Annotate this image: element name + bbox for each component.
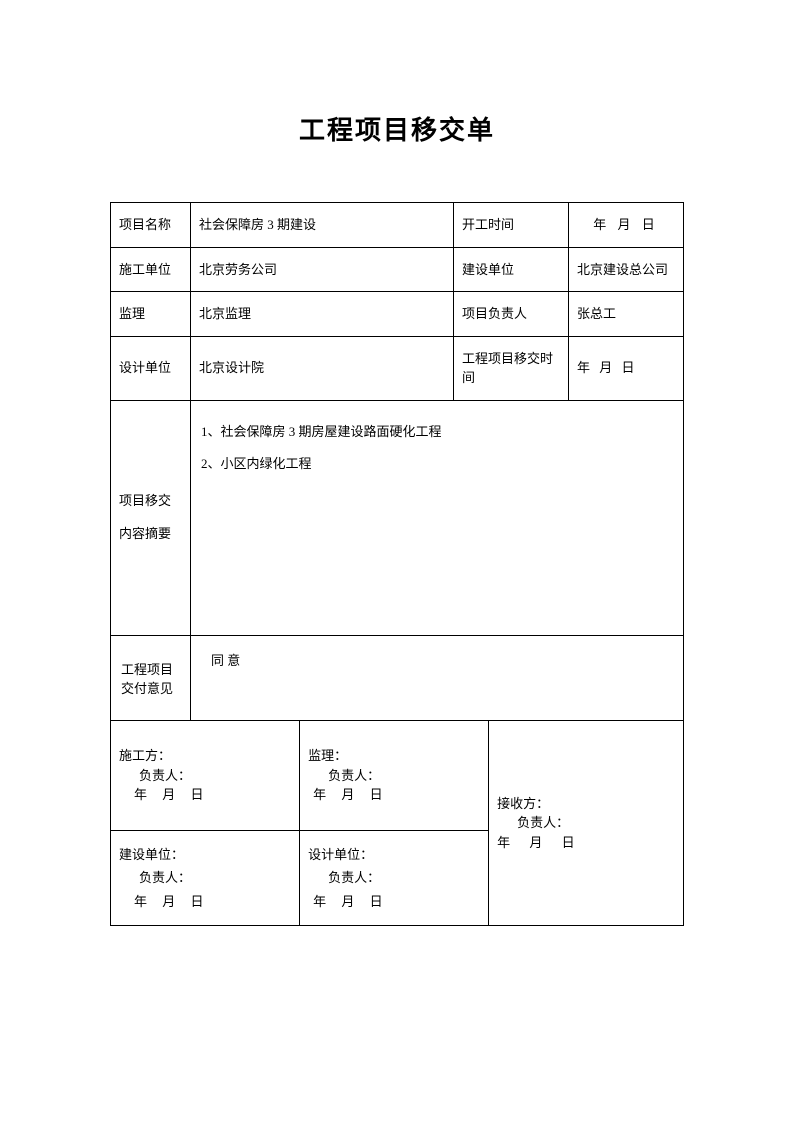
row-design-unit: 设计单位 北京设计院 工程项目移交时间 年 月 日 xyxy=(111,336,684,400)
sig-supervision-person: 负责人： xyxy=(308,766,480,786)
sig-supervision-title: 监理： xyxy=(308,746,480,766)
sig-design: 设计单位： 负责人： 年 月 日 xyxy=(300,831,489,926)
sig-design-person: 负责人： xyxy=(308,866,480,889)
sig-supervision: 监理： 负责人： 年 月 日 xyxy=(300,721,489,831)
sig-construction-person: 负责人： xyxy=(119,766,291,786)
label-content-summary: 项目移交 内容摘要 xyxy=(111,400,191,635)
value-delivery-opinion: 同 意 xyxy=(191,635,684,720)
value-project-name: 社会保障房 3 期建设 xyxy=(191,203,454,248)
label-supervision: 监理 xyxy=(111,292,191,337)
sig-construction-title: 施工方： xyxy=(119,746,291,766)
label-delivery-opinion: 工程项目 交付意见 xyxy=(111,635,191,720)
sig-construction: 施工方： 负责人： 年 月 日 xyxy=(111,721,300,831)
label-build-unit: 建设单位 xyxy=(454,247,569,292)
row-construction-unit: 施工单位 北京劳务公司 建设单位 北京建设总公司 xyxy=(111,247,684,292)
value-handover-date: 年 月 日 xyxy=(569,336,684,400)
sig-receiver-person: 负责人： xyxy=(497,813,675,833)
label-project-leader: 项目负责人 xyxy=(454,292,569,337)
document-title: 工程项目移交单 xyxy=(110,110,684,147)
label-handover-date: 工程项目移交时间 xyxy=(454,336,569,400)
label-design-unit: 设计单位 xyxy=(111,336,191,400)
value-start-date: 年 月 日 xyxy=(569,203,684,248)
sig-design-date: 年 月 日 xyxy=(308,890,480,913)
row-supervision: 监理 北京监理 项目负责人 张总工 xyxy=(111,292,684,337)
sig-builder-title: 建设单位： xyxy=(119,843,291,866)
row-project-name: 项目名称 社会保障房 3 期建设 开工时间 年 月 日 xyxy=(111,203,684,248)
sig-construction-date: 年 月 日 xyxy=(119,785,291,805)
sig-supervision-date: 年 月 日 xyxy=(308,785,480,805)
value-design-unit: 北京设计院 xyxy=(191,336,454,400)
signature-row-1: 施工方： 负责人： 年 月 日 监理： 负责人： 年 月 日 接收方： 负责人：… xyxy=(111,721,684,831)
label-project-name: 项目名称 xyxy=(111,203,191,248)
value-supervision: 北京监理 xyxy=(191,292,454,337)
sig-builder: 建设单位： 负责人： 年 月 日 xyxy=(111,831,300,926)
label-construction-unit: 施工单位 xyxy=(111,247,191,292)
value-content-summary: 1、社会保障房 3 期房屋建设路面硬化工程 2、小区内绿化工程 xyxy=(191,400,684,635)
value-construction-unit: 北京劳务公司 xyxy=(191,247,454,292)
row-content-summary: 项目移交 内容摘要 1、社会保障房 3 期房屋建设路面硬化工程 2、小区内绿化工… xyxy=(111,400,684,635)
label-start-date: 开工时间 xyxy=(454,203,569,248)
sig-builder-person: 负责人： xyxy=(119,866,291,889)
sig-receiver: 接收方： 负责人： 年 月 日 xyxy=(489,721,684,926)
content-line-1: 1、社会保障房 3 期房屋建设路面硬化工程 xyxy=(201,416,675,449)
sig-builder-date: 年 月 日 xyxy=(119,890,291,913)
signature-table: 施工方： 负责人： 年 月 日 监理： 负责人： 年 月 日 接收方： 负责人：… xyxy=(110,721,684,927)
sig-design-title: 设计单位： xyxy=(308,843,480,866)
row-delivery-opinion: 工程项目 交付意见 同 意 xyxy=(111,635,684,720)
sig-receiver-date: 年 月 日 xyxy=(497,833,675,853)
sig-receiver-title: 接收方： xyxy=(497,794,675,814)
value-project-leader: 张总工 xyxy=(569,292,684,337)
content-line-2: 2、小区内绿化工程 xyxy=(201,448,675,481)
value-build-unit: 北京建设总公司 xyxy=(569,247,684,292)
handover-form-table: 项目名称 社会保障房 3 期建设 开工时间 年 月 日 施工单位 北京劳务公司 … xyxy=(110,202,684,721)
